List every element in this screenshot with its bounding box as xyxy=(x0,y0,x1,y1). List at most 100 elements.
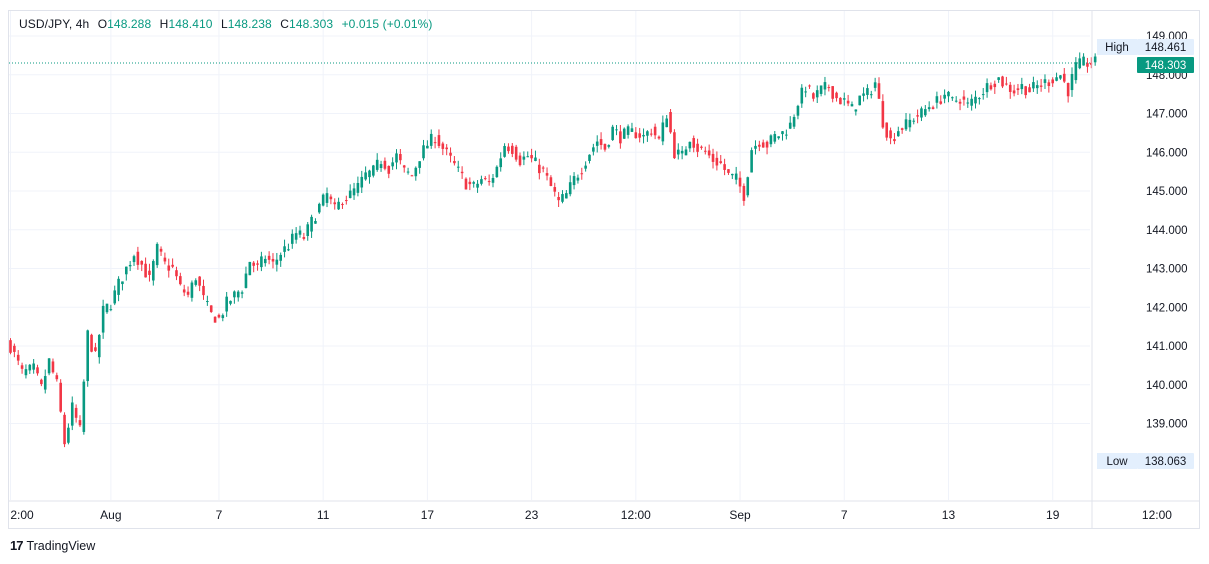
candle xyxy=(271,253,275,269)
candle xyxy=(962,90,966,106)
candle-body xyxy=(522,156,526,160)
candle-body xyxy=(750,150,753,173)
candle-body xyxy=(866,88,869,95)
candle xyxy=(808,84,811,89)
candle-body xyxy=(815,90,819,98)
candle xyxy=(692,135,696,153)
candle-body xyxy=(1001,76,1004,87)
time-tick-label: 7 xyxy=(841,508,848,522)
candle xyxy=(94,342,97,352)
candle xyxy=(1066,82,1070,103)
candle-body xyxy=(128,264,132,267)
candle-body xyxy=(40,379,43,385)
candle-body xyxy=(746,177,750,196)
candle-body xyxy=(638,133,641,138)
candle xyxy=(688,141,692,152)
candle-body xyxy=(456,166,460,168)
candle-body xyxy=(217,314,221,318)
candle xyxy=(186,286,190,298)
candle-body xyxy=(993,83,997,88)
candle xyxy=(615,124,618,136)
time-tick-label: Sep xyxy=(729,508,751,522)
candle-body xyxy=(985,83,989,93)
candle-body xyxy=(684,149,688,156)
candle-body xyxy=(1035,85,1039,89)
candle-body xyxy=(1047,82,1051,87)
candle-body xyxy=(669,112,672,133)
candle-body xyxy=(491,177,495,183)
candle-body xyxy=(858,95,861,106)
candle xyxy=(433,136,437,149)
candle xyxy=(812,92,815,102)
candle xyxy=(418,161,421,174)
candle xyxy=(966,97,970,108)
candle-body xyxy=(410,175,414,177)
candle-body xyxy=(206,301,209,303)
candle-body xyxy=(32,363,35,370)
candle-body xyxy=(429,133,433,146)
candle xyxy=(32,359,35,374)
candle-body xyxy=(318,203,321,213)
candle xyxy=(55,372,59,382)
candle xyxy=(530,148,533,163)
candle-body xyxy=(94,347,97,351)
candle-body xyxy=(588,154,591,161)
open-value: 148.288 xyxy=(107,17,152,31)
candle-body xyxy=(16,354,20,361)
tradingview-logo[interactable]: 17 TradingView xyxy=(10,538,95,553)
candle xyxy=(13,343,16,358)
candle xyxy=(1090,57,1093,69)
candle-body xyxy=(507,146,510,152)
candle xyxy=(507,143,510,154)
price-tick-label: 140.000 xyxy=(1146,380,1188,392)
candle xyxy=(263,255,267,267)
candle xyxy=(225,291,228,317)
candle-body xyxy=(897,131,900,137)
low-key: L xyxy=(220,17,228,31)
candle-body xyxy=(893,139,896,142)
candle xyxy=(314,218,317,224)
candle-body xyxy=(653,126,657,136)
candle-body xyxy=(1070,74,1074,91)
candle-body xyxy=(20,365,24,369)
price-tick-label: 146.000 xyxy=(1146,147,1188,159)
change-value: +0.015 (+0.01%) xyxy=(341,17,433,31)
candle-body xyxy=(526,156,530,158)
candle xyxy=(422,139,425,161)
candle-body xyxy=(592,147,595,152)
candle xyxy=(924,105,927,117)
candle-body xyxy=(688,141,692,149)
candle xyxy=(785,129,788,140)
candle xyxy=(368,169,371,184)
candle-body xyxy=(483,178,487,180)
candle xyxy=(159,246,163,256)
candle xyxy=(16,350,20,366)
candle xyxy=(140,260,144,272)
candle xyxy=(958,98,962,111)
candle xyxy=(82,379,86,435)
candle xyxy=(379,160,383,172)
candle-body xyxy=(399,153,402,161)
candle xyxy=(1093,53,1097,66)
candle xyxy=(337,197,340,210)
candle-body xyxy=(634,132,638,139)
candle-body xyxy=(619,131,622,144)
candle xyxy=(954,96,958,103)
candle-body xyxy=(229,300,232,304)
candle xyxy=(904,113,908,131)
price-tick-label: 145.000 xyxy=(1146,186,1188,198)
tradingview-logo-text: TradingView xyxy=(26,538,96,553)
candle xyxy=(383,157,387,171)
candle xyxy=(495,165,499,178)
candle-body xyxy=(368,170,371,178)
candle xyxy=(1047,79,1051,93)
price-tick-label: 141.000 xyxy=(1146,341,1188,353)
candle xyxy=(545,167,549,181)
candle-body xyxy=(584,165,587,169)
candle xyxy=(796,104,800,120)
candle-body xyxy=(924,109,927,116)
candle xyxy=(568,175,572,197)
candle-body xyxy=(383,160,387,169)
candle-body xyxy=(908,119,912,128)
